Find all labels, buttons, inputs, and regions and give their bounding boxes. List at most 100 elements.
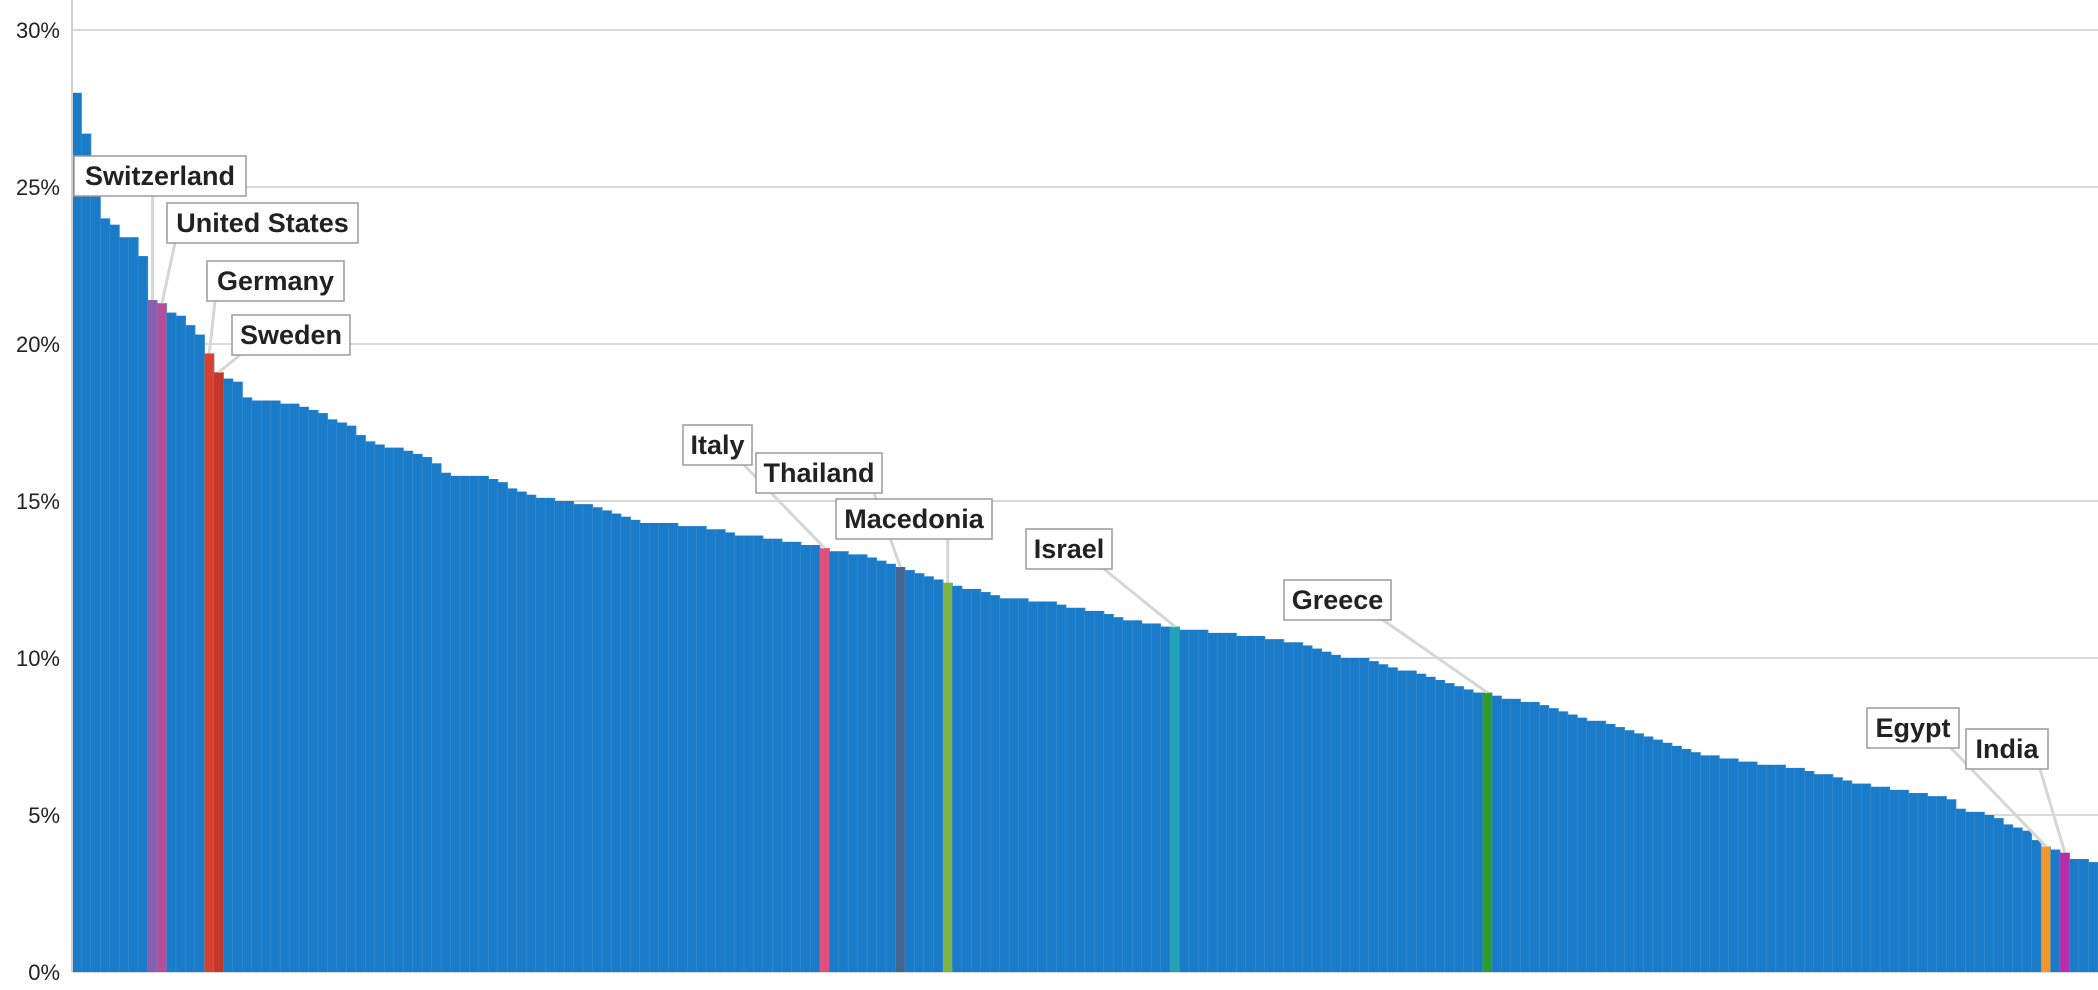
bar: [848, 554, 859, 972]
annotation: Switzerland: [73, 155, 247, 301]
annotation-label: Thailand: [763, 458, 874, 488]
highlighted-bar: [2041, 846, 2051, 972]
bar: [1681, 749, 1692, 972]
bar: [1501, 698, 1512, 972]
bar: [838, 551, 849, 972]
bar: [886, 563, 896, 972]
bar: [1539, 705, 1550, 972]
bar: [270, 400, 281, 972]
bar: [1113, 617, 1124, 972]
annotation-box: [682, 424, 753, 466]
bar: [1795, 767, 1805, 972]
bar: [1179, 629, 1190, 972]
bar: [1899, 789, 1909, 972]
bar: [318, 413, 328, 973]
bar: [1624, 730, 1635, 972]
y-tick-label: 5%: [28, 803, 60, 828]
highlighted-bar: [2060, 852, 2070, 972]
annotation: Israel: [1025, 528, 1176, 628]
bar: [933, 579, 944, 972]
bar: [1255, 636, 1266, 972]
bar: [450, 475, 461, 972]
bar: [166, 312, 177, 973]
bar: [999, 598, 1010, 972]
bar: [1728, 758, 1739, 972]
bar: [867, 557, 878, 972]
bar: [1974, 811, 1985, 972]
bar: [1577, 717, 1588, 972]
bar: [1037, 601, 1048, 972]
bar: [1842, 780, 1853, 972]
bar: [1378, 664, 1389, 972]
bar: [810, 544, 821, 972]
bar: [1160, 626, 1171, 972]
bar: [1946, 799, 1957, 972]
bar: [1889, 789, 1900, 972]
bar: [2088, 862, 2098, 972]
bar: [961, 588, 972, 972]
y-tick-label: 0%: [28, 960, 60, 985]
bar: [1615, 727, 1625, 972]
highlighted-bar: [942, 582, 953, 972]
y-tick-label: 20%: [16, 332, 60, 357]
bar: [327, 419, 338, 972]
bar: [431, 463, 442, 972]
bar: [1018, 598, 1029, 972]
annotation-box: [231, 314, 351, 356]
bar: [289, 403, 300, 972]
bar: [573, 504, 584, 972]
bar: [696, 526, 707, 972]
bar: [412, 453, 423, 972]
annotation-box: [835, 498, 993, 540]
bar: [2012, 827, 2023, 972]
bar: [1643, 736, 1654, 972]
bar: [1823, 774, 1834, 972]
bar: [1283, 642, 1294, 972]
bar: [1103, 614, 1114, 972]
bar: [488, 479, 499, 972]
y-tick-label: 10%: [16, 646, 60, 671]
bar: [677, 526, 688, 972]
bar: [1141, 623, 1152, 972]
bar: [772, 538, 783, 972]
bar: [725, 532, 736, 972]
bar: [1586, 720, 1597, 972]
bar: [1245, 636, 1256, 972]
bar: [90, 193, 101, 972]
bar: [1028, 601, 1038, 972]
bar: [753, 535, 764, 972]
bar: [1217, 632, 1228, 972]
bar: [706, 529, 717, 972]
bar: [1766, 764, 1777, 972]
bar: [1406, 670, 1417, 972]
bar: [630, 519, 641, 972]
bar: [1605, 723, 1616, 972]
bar: [687, 526, 698, 972]
bar: [2022, 830, 2033, 972]
bar: [299, 406, 309, 972]
bar: [261, 400, 272, 972]
bar: [621, 516, 631, 972]
bar: [905, 570, 915, 972]
bar: [242, 397, 253, 972]
bar: [479, 475, 489, 972]
bar: [1520, 701, 1531, 972]
bar: [1416, 673, 1427, 972]
bar: [1340, 658, 1351, 972]
annotation: India: [1965, 728, 2067, 854]
bar: [403, 450, 414, 972]
bar: [337, 422, 347, 972]
bar: [422, 457, 433, 972]
bar: [535, 497, 546, 972]
bar: [119, 237, 130, 973]
bar: [1302, 645, 1313, 972]
annotation-label: India: [1975, 734, 2039, 764]
bar: [1066, 607, 1076, 972]
bar: [924, 576, 934, 972]
annotation-label: Israel: [1034, 534, 1105, 564]
annotation-label: Sweden: [240, 320, 342, 350]
bar: [1463, 689, 1474, 972]
annotation-label: Greece: [1292, 585, 1384, 615]
bar: [1492, 695, 1502, 972]
